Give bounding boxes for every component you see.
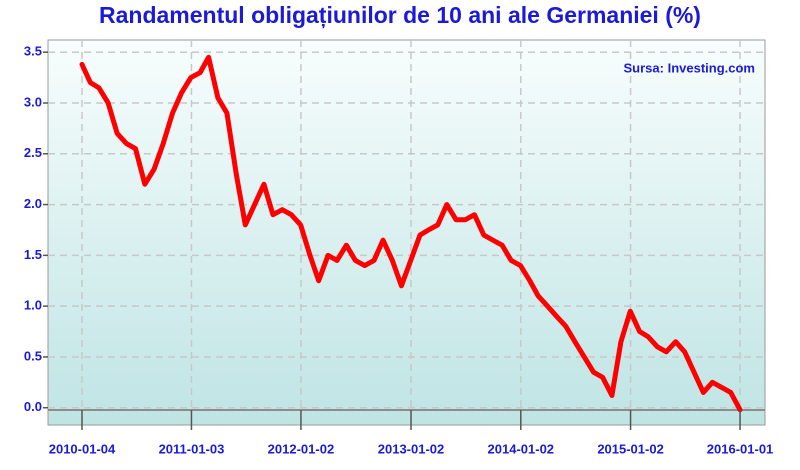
marks [79, 54, 743, 413]
y-tick-label: 2.5 [24, 145, 42, 160]
y-tick-label: 3.5 [24, 44, 42, 59]
x-tick-label: 2014-01-02 [488, 441, 555, 456]
source-note: Sursa: Investing.com [624, 60, 755, 75]
y-tick-label: 1.0 [24, 298, 42, 313]
chart-title: Randamentul obligațiunilor de 10 ani ale… [99, 2, 701, 29]
plot-area [47, 39, 766, 426]
x-tick-label: 2011-01-03 [159, 441, 225, 456]
y-tick-label: 1.5 [24, 247, 42, 262]
y-tick-label: 0.5 [24, 348, 42, 363]
x-tick-label: 2013-01-02 [378, 441, 445, 456]
y-tick-label: 0.0 [24, 399, 42, 414]
x-tick-label: 2015-01-02 [597, 441, 664, 456]
y-tick-label: 2.0 [24, 196, 42, 211]
x-tick-label: 2010-01-04 [49, 441, 116, 456]
data-line [79, 54, 743, 413]
x-tick-label: 2016-01-01 [707, 441, 774, 456]
x-tick-label: 2012-01-02 [268, 441, 335, 456]
y-tick-label: 3.0 [24, 94, 42, 109]
